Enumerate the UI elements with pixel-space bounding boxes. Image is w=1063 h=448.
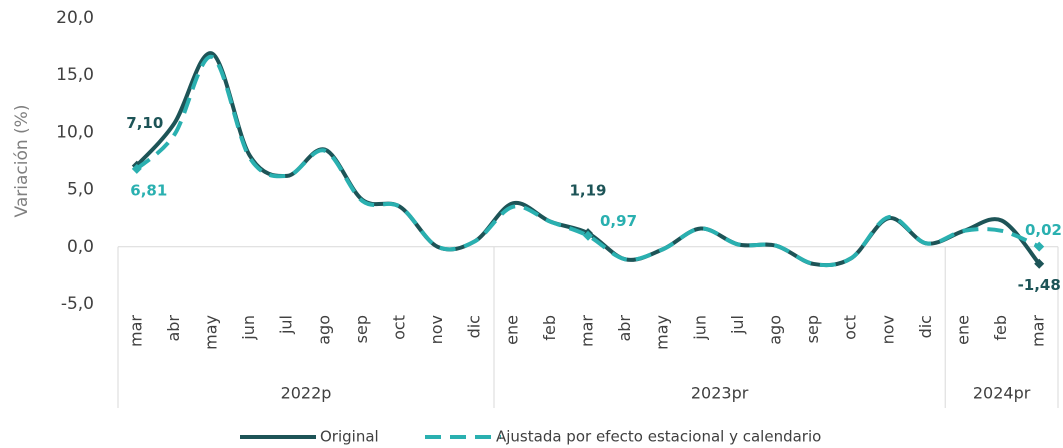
series-line bbox=[135, 54, 1041, 268]
x-tick-label: abr bbox=[615, 315, 634, 342]
data-label: 6,81 bbox=[130, 181, 167, 199]
x-tick-label: sep bbox=[803, 315, 822, 343]
x-tick-label: ene bbox=[502, 315, 521, 345]
x-tick-label: mar bbox=[1029, 315, 1048, 347]
point-marker bbox=[1034, 241, 1045, 252]
x-tick-label: nov bbox=[427, 315, 446, 344]
data-label: 0,97 bbox=[600, 212, 637, 230]
x-tick-label: dic bbox=[916, 315, 935, 338]
data-label: -1,48 bbox=[1018, 276, 1061, 294]
x-tick-label: oct bbox=[841, 315, 860, 340]
x-tick-label: ene bbox=[954, 315, 973, 345]
group-label: 2022p bbox=[281, 384, 332, 403]
x-tick-label: oct bbox=[390, 315, 409, 340]
x-tick-label: dic bbox=[465, 315, 484, 338]
x-tick-label: may bbox=[202, 315, 221, 350]
y-tick-label: -5,0 bbox=[61, 294, 94, 314]
x-tick-label: may bbox=[653, 315, 672, 350]
y-tick-label: 10,0 bbox=[56, 122, 94, 142]
x-tick-label: jul bbox=[728, 315, 747, 335]
x-tick-label: sep bbox=[352, 315, 371, 343]
y-axis-label: Variación (%) bbox=[12, 105, 32, 218]
legend-label: Original bbox=[320, 428, 379, 446]
group-label: 2024pr bbox=[973, 384, 1031, 403]
x-tick-label: feb bbox=[540, 315, 559, 341]
y-tick-label: 15,0 bbox=[56, 65, 94, 85]
legend-label: Ajustada por efecto estacional y calenda… bbox=[496, 428, 821, 446]
point-marker bbox=[131, 163, 142, 174]
point-marker bbox=[583, 230, 593, 241]
x-tick-label: mar bbox=[578, 315, 597, 347]
group-label: 2023pr bbox=[691, 384, 749, 403]
x-tick-label: mar bbox=[126, 315, 145, 347]
data-label: 0,02 bbox=[1025, 221, 1062, 239]
x-tick-label: jun bbox=[239, 315, 258, 341]
y-tick-label: 0,0 bbox=[67, 237, 94, 257]
point-marker bbox=[1034, 258, 1045, 269]
x-tick-label: ago bbox=[314, 315, 333, 345]
y-tick-label: 20,0 bbox=[56, 8, 94, 28]
x-tick-label: nov bbox=[878, 315, 897, 344]
data-label: 7,10 bbox=[126, 114, 163, 132]
x-tick-label: feb bbox=[991, 315, 1010, 341]
x-tick-label: jul bbox=[277, 315, 296, 335]
x-tick-label: jun bbox=[690, 315, 709, 341]
x-tick-label: abr bbox=[164, 315, 183, 342]
x-tick-label: ago bbox=[766, 315, 785, 345]
data-label: 1,19 bbox=[569, 182, 606, 200]
y-tick-label: 5,0 bbox=[67, 180, 94, 200]
